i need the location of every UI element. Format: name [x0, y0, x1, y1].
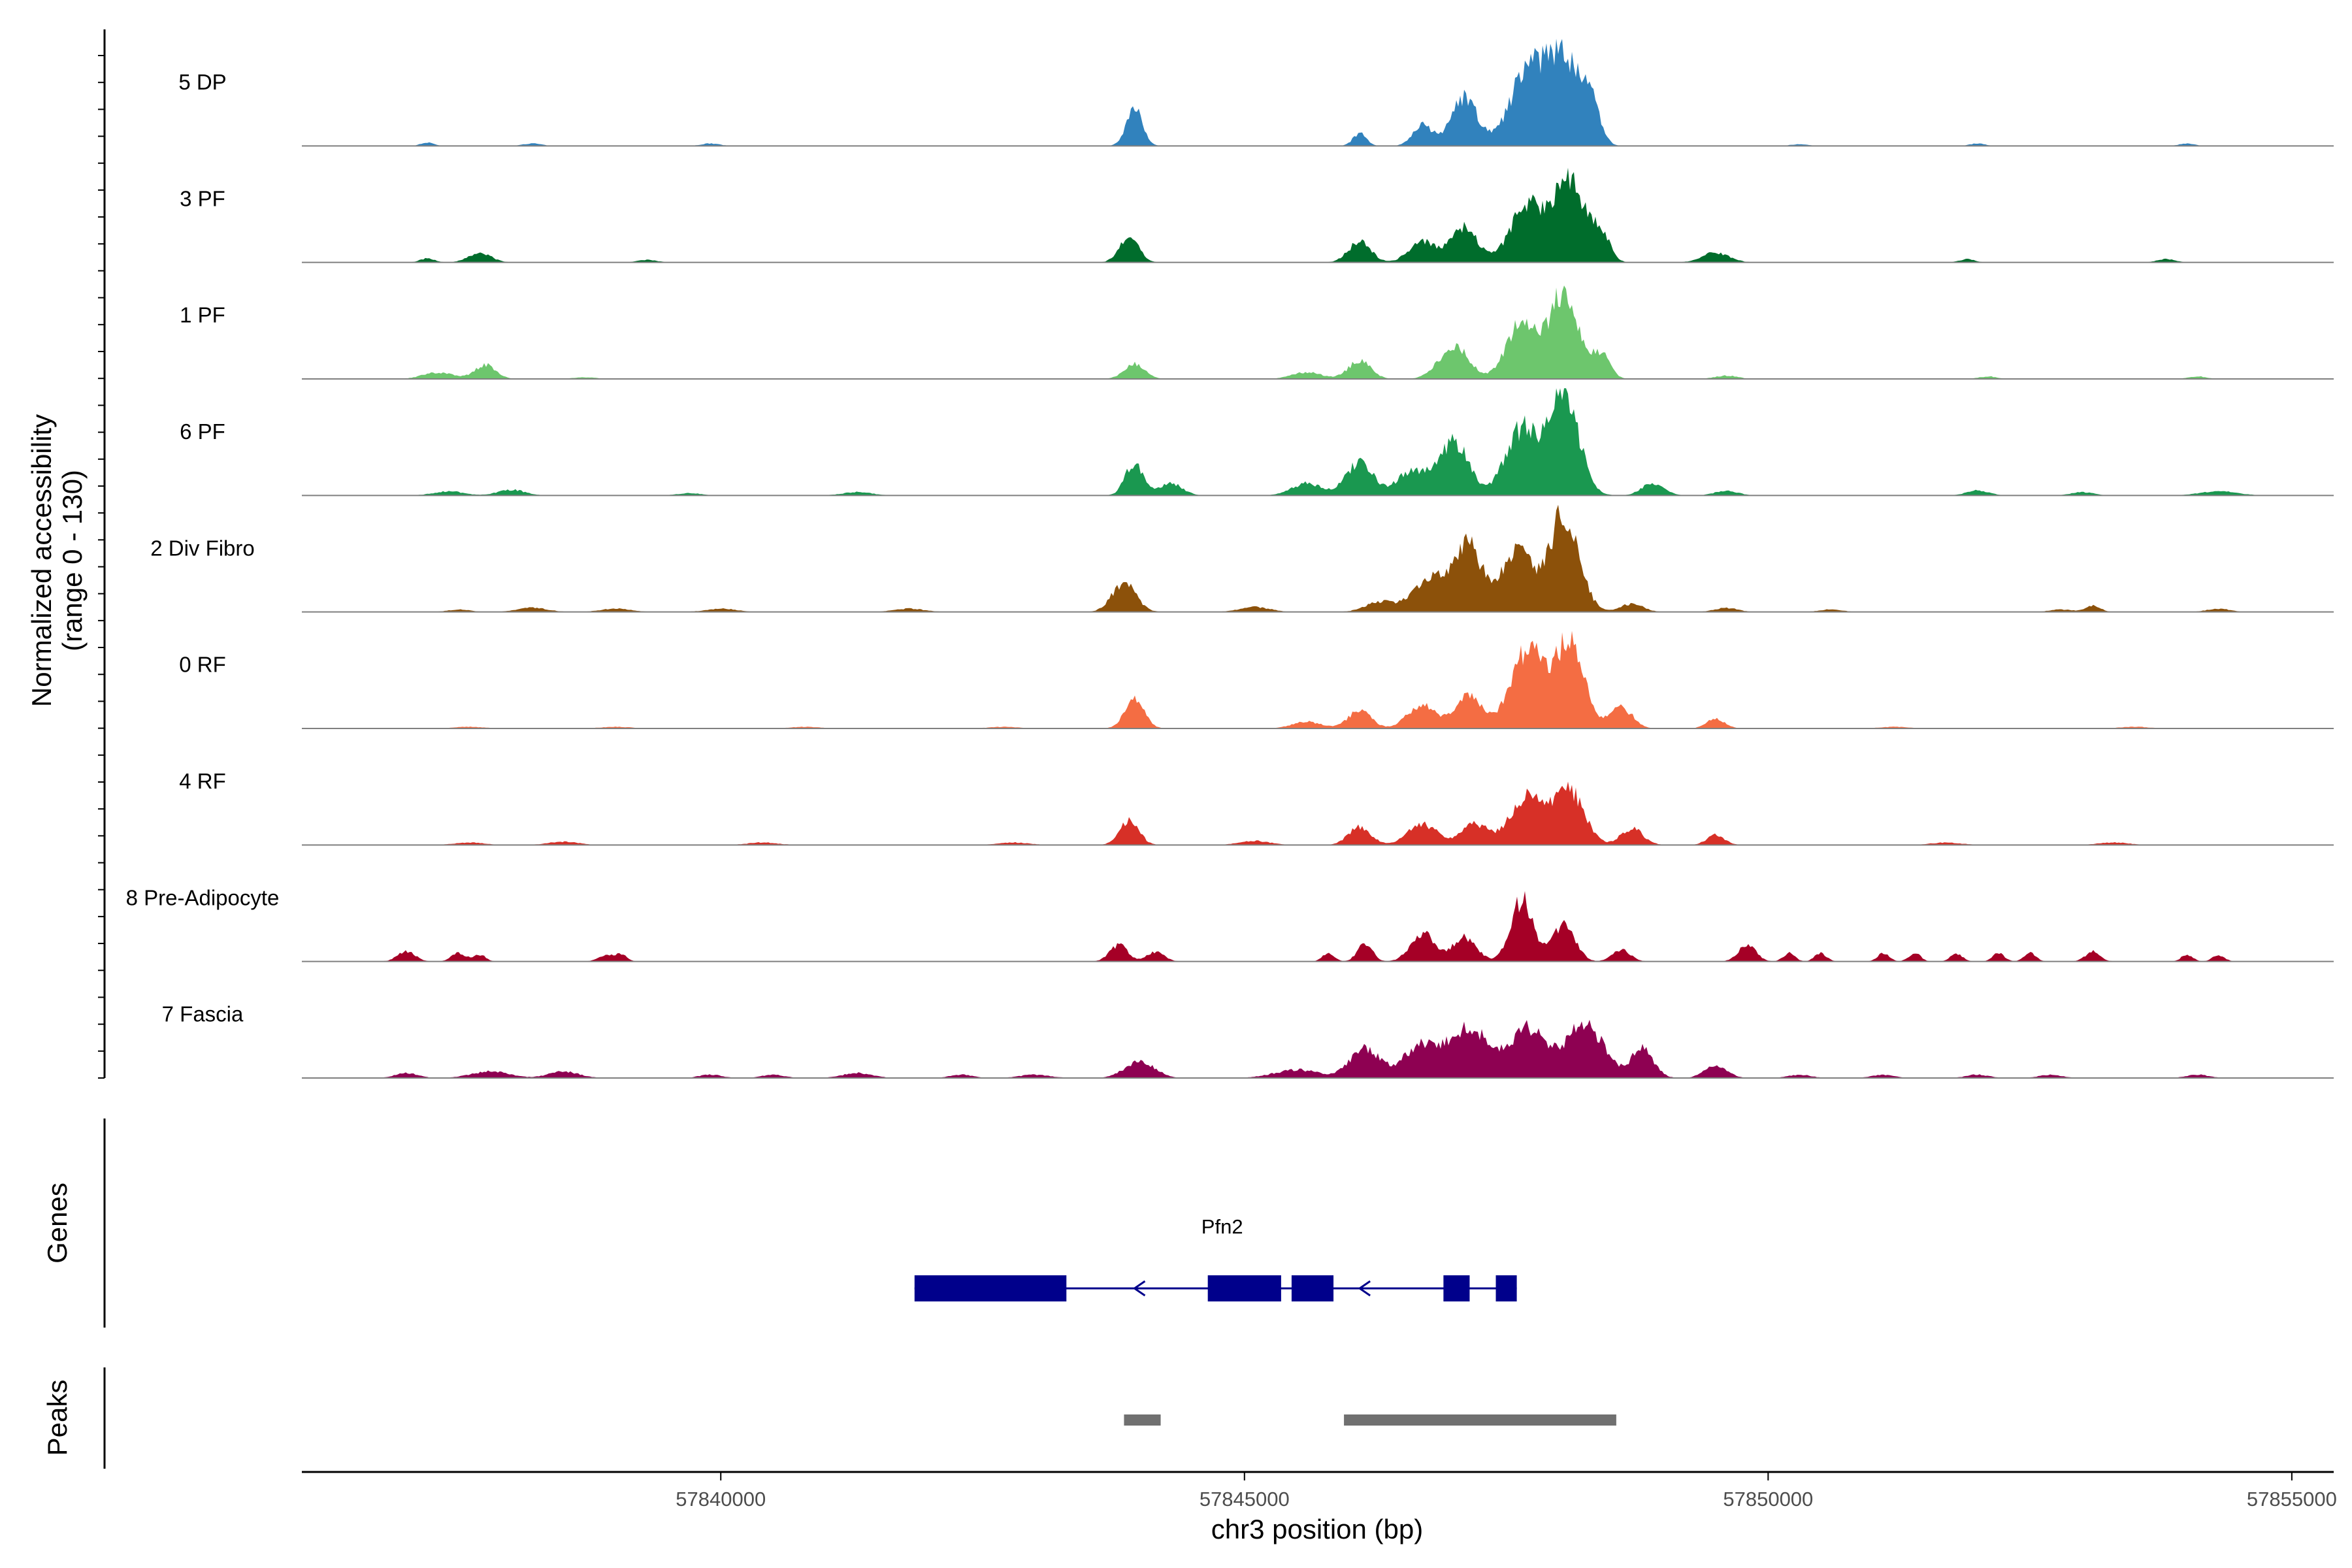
coverage-area-3-pf [302, 167, 2334, 263]
y-axis-title-line1: Normalized accessibility [26, 414, 57, 707]
strand-arrow-icon [1358, 1280, 1371, 1297]
y-axis-title-line2: (range 0 - 130) [57, 470, 88, 651]
track-3: 1 PF [180, 286, 2334, 380]
track-label: 1 PF [180, 303, 225, 327]
track-8: 8 Pre-Adipocyte [126, 885, 2334, 962]
coverage-area-2-div-fibro [302, 504, 2334, 612]
track-9: 7 Fascia [162, 1002, 2334, 1079]
coverage-tracks: 5 DP 3 PF 1 PF 6 PF 2 Div Fibro 0 RF 4 RF 8 Pre… [126, 39, 2334, 1079]
strand-arrow-icon [1132, 1280, 1146, 1297]
x-tick-label: 57845000 [1200, 1488, 1290, 1511]
track-4: 6 PF [180, 388, 2334, 497]
peak-region [1124, 1414, 1161, 1426]
gene-track: Pfn2 [914, 1215, 1517, 1301]
gene-exon [1291, 1275, 1334, 1301]
track-label: 8 Pre-Adipocyte [126, 885, 280, 909]
x-tick-label: 57855000 [2247, 1488, 2337, 1511]
track-label: 6 PF [180, 419, 225, 444]
x-tick-label: 57850000 [1723, 1488, 1813, 1511]
coverage-area-1-pf [302, 286, 2334, 379]
track-label: 3 PF [180, 186, 225, 210]
coverage-area-8-pre-adipocyte [302, 890, 2334, 962]
coverage-area-7-fascia [302, 1019, 2334, 1078]
gene-exon [1495, 1275, 1517, 1301]
track-7: 4 RF [179, 769, 2334, 846]
track-label: 4 RF [179, 769, 226, 793]
gene-name: Pfn2 [1201, 1215, 1243, 1238]
gene-exon [914, 1275, 1067, 1301]
coverage-area-0-rf [302, 630, 2334, 728]
genes-axis-title: Genes [42, 1183, 73, 1264]
x-axis-ticks: 57840000 57845000 57850000 57855000 [676, 1472, 2337, 1511]
track-2: 3 PF [180, 167, 2334, 263]
x-tick-label: 57840000 [676, 1488, 766, 1511]
peaks-axis-title: Peaks [42, 1380, 73, 1456]
track-5: 2 Div Fibro [150, 504, 2334, 613]
track-label: 7 Fascia [162, 1002, 244, 1026]
track-label: 2 Div Fibro [150, 536, 255, 560]
peak-track [1124, 1414, 1616, 1426]
track-6: 0 RF [179, 630, 2334, 729]
peak-region [1344, 1414, 1616, 1426]
x-axis-title: chr3 position (bp) [1211, 1514, 1424, 1544]
coverage-y-ticks [98, 55, 105, 1079]
coverage-area-4-rf [302, 781, 2334, 845]
track-label: 5 DP [178, 70, 226, 94]
track-1: 5 DP [178, 39, 2334, 147]
track-label: 0 RF [179, 653, 226, 677]
gene-exon [1443, 1275, 1470, 1301]
coverage-area-5-dp [302, 39, 2334, 146]
gene-exon [1207, 1275, 1281, 1301]
coverage-area-6-pf [302, 388, 2334, 496]
